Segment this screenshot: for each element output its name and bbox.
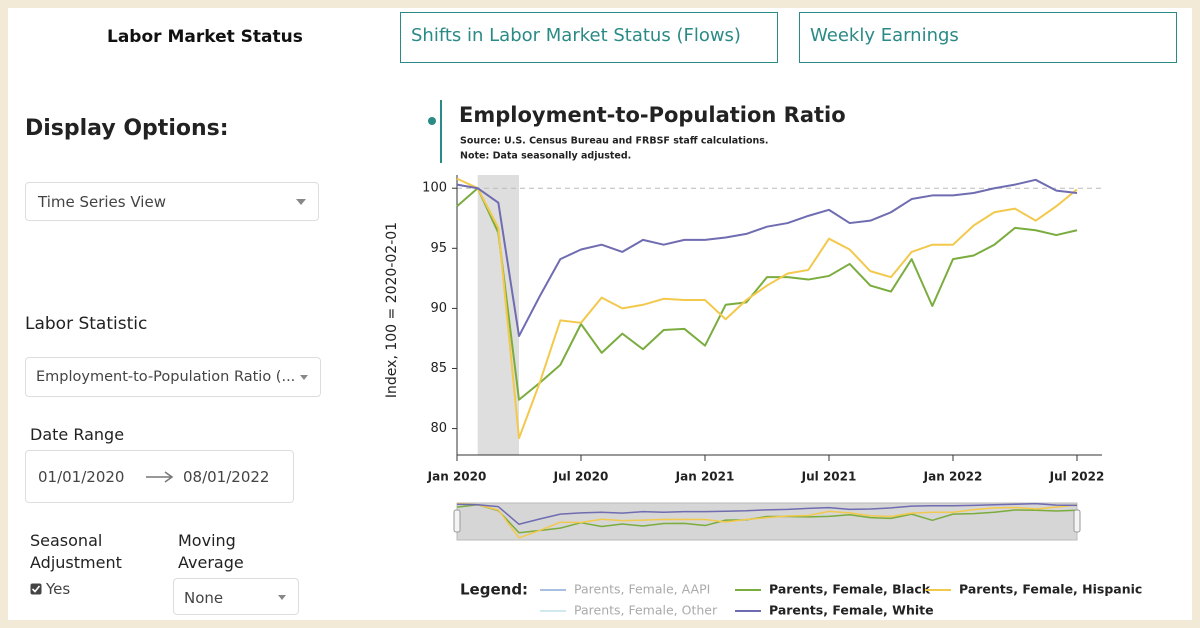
title-dot — [428, 117, 436, 125]
shaded-range — [477, 175, 519, 455]
dropdown-value: None — [184, 589, 224, 607]
x-tick-label: Jul 2020 — [553, 470, 609, 484]
chart-note: Note: Data seasonally adjusted. — [460, 151, 631, 162]
label: Labor Statistic — [25, 314, 148, 334]
series-line — [456, 178, 1078, 338]
caret — [278, 595, 286, 600]
navigator-handle — [453, 509, 461, 533]
tab[interactable]: Shifts in Labor Market Status (Flows) — [400, 12, 778, 63]
legend-entry[interactable]: Parents, Female, Other — [574, 603, 718, 618]
legend-entry[interactable]: Parents, Female, Hispanic — [959, 582, 1142, 597]
label: Moving Average — [178, 531, 244, 572]
series-line — [456, 177, 1078, 440]
y-axis-label: Index, 100 = 2020-02-01 — [384, 222, 400, 398]
x-tick-label: Jan 2020 — [427, 470, 487, 484]
y-tick-label: 100 — [422, 181, 447, 196]
y-tick-label: 85 — [430, 361, 447, 376]
legend-entry[interactable]: Parents, Female, Black — [769, 582, 931, 597]
dropdown[interactable]: None — [173, 578, 299, 615]
navigator-line — [456, 502, 1078, 526]
navigator-handle — [1073, 509, 1081, 533]
y-tick-label: 95 — [430, 241, 447, 256]
y-tick-label: 80 — [430, 421, 447, 436]
x-tick-label: Jan 2021 — [675, 470, 735, 484]
arrow — [146, 471, 174, 483]
checkbox-label: Yes — [46, 580, 71, 598]
chart-source: Source: U.S. Census Bureau and FRBSF sta… — [460, 136, 769, 147]
series-line — [456, 187, 1078, 401]
date-range[interactable]: 01/01/2020 08/01/2022 — [25, 450, 294, 503]
legend-title: Legend: — [460, 581, 528, 599]
legend-entry[interactable]: Parents, Female, White — [769, 603, 934, 618]
navigator-line — [456, 502, 1078, 539]
chart-title: Employment-to-Population Ratio — [459, 103, 846, 127]
dropdown[interactable]: Time Series View — [25, 182, 319, 221]
y-tick-label: 90 — [430, 301, 447, 316]
dropdown-value: Employment-to-Population Ratio (... — [36, 369, 296, 385]
dropdown[interactable]: Employment-to-Population Ratio (... — [25, 357, 321, 397]
x-tick-label: Jul 2022 — [1049, 470, 1105, 484]
tab-active[interactable]: Labor Market Status — [107, 27, 303, 47]
date-end: 08/01/2022 — [183, 468, 270, 486]
caret — [296, 199, 306, 205]
navigator-line — [456, 503, 1078, 534]
tab[interactable]: Weekly Earnings — [799, 12, 1177, 63]
dropdown-value: Time Series View — [38, 193, 166, 211]
x-tick-label: Jan 2022 — [923, 470, 983, 484]
sidebar-title: Display Options: — [25, 116, 229, 141]
checkbox[interactable] — [30, 583, 42, 595]
label: Seasonal Adjustment — [30, 531, 122, 572]
caret — [300, 375, 308, 380]
label: Date Range — [30, 425, 125, 444]
legend-entry[interactable]: Parents, Female, AAPI — [574, 582, 710, 597]
x-tick-label: Jul 2021 — [801, 470, 857, 484]
date-start: 01/01/2020 — [38, 468, 125, 486]
